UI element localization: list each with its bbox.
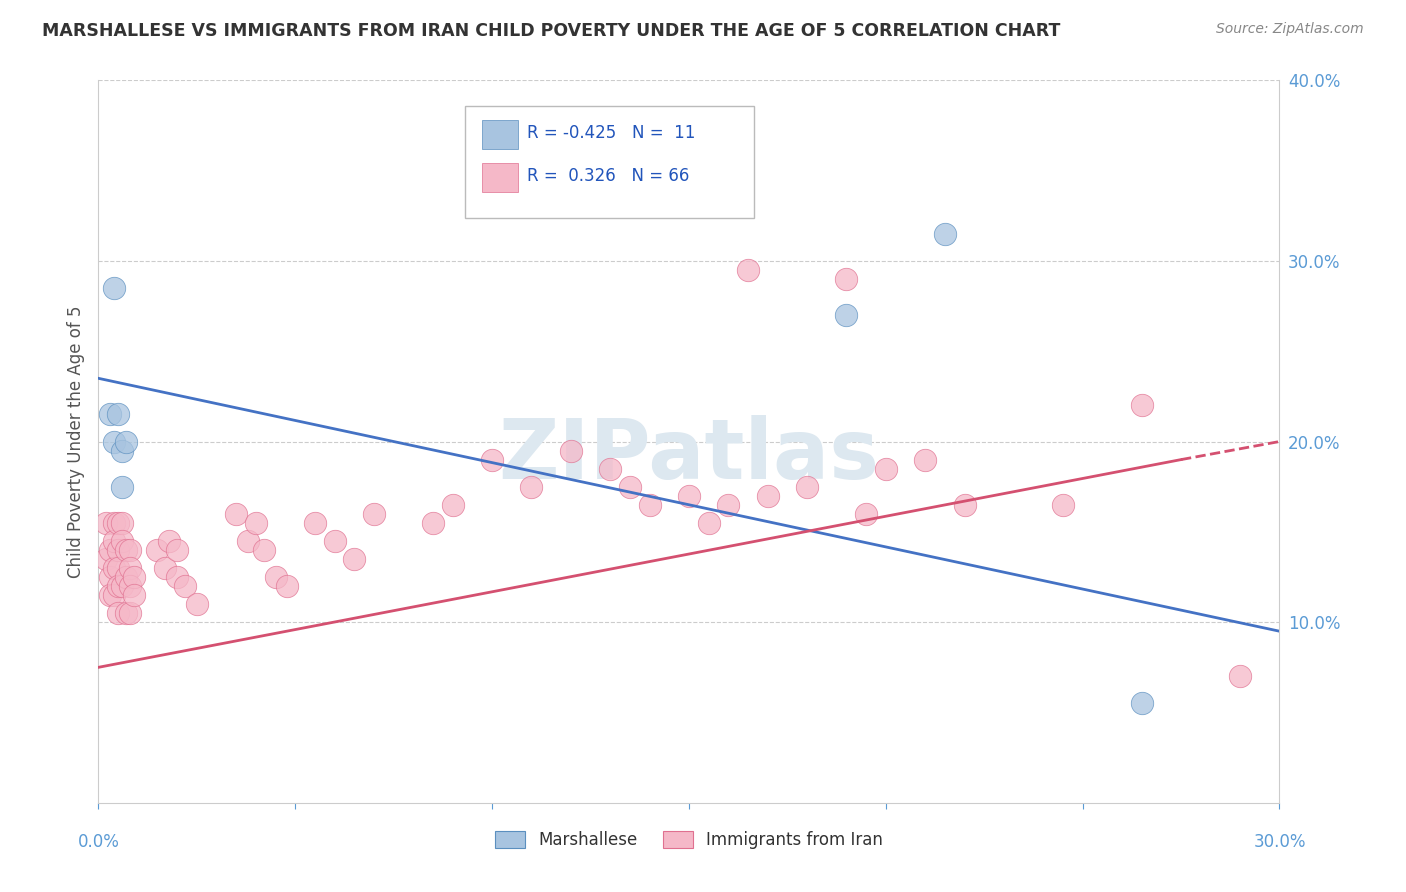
Point [103,434,125,449]
Bar [482,120,517,149]
Text: R = -0.425   N =  11: R = -0.425 N = 11 [527,124,696,142]
Y-axis label: Child Poverty Under the Age of 5: Child Poverty Under the Age of 5 [66,305,84,578]
Text: ZIPatlas: ZIPatlas [499,416,879,497]
Point [796,480,818,494]
Point [619,480,641,494]
Legend: Marshallese, Immigrants from Iran: Marshallese, Immigrants from Iran [488,824,890,856]
FancyBboxPatch shape [464,105,754,218]
Point [107,542,129,557]
Point [115,606,138,620]
Point [304,516,326,530]
Point [98,570,121,584]
Point [756,489,779,503]
Point [253,542,276,557]
Point [98,542,121,557]
Point [122,570,145,584]
Text: MARSHALLESE VS IMMIGRANTS FROM IRAN CHILD POVERTY UNDER THE AGE OF 5 CORRELATION: MARSHALLESE VS IMMIGRANTS FROM IRAN CHIL… [42,22,1060,40]
Point [599,461,621,475]
Point [107,561,129,575]
Point [98,588,121,602]
Point [103,533,125,548]
Point [953,498,976,512]
Point [481,452,503,467]
Point [96,552,118,566]
Point [855,507,877,521]
Point [914,452,936,467]
Point [1229,669,1251,683]
Point [678,489,700,503]
Text: 30.0%: 30.0% [1253,833,1306,851]
Point [96,516,118,530]
Point [1130,398,1153,412]
Point [111,516,134,530]
Point [934,227,956,241]
Point [225,507,247,521]
Point [1052,498,1074,512]
Point [107,579,129,593]
Point [118,542,141,557]
Point [111,533,134,548]
Point [146,542,169,557]
Point [174,579,197,593]
Point [560,443,582,458]
Point [520,480,543,494]
Point [835,272,858,286]
Point [276,579,298,593]
Point [118,606,141,620]
Point [166,542,188,557]
Point [638,498,661,512]
Point [103,588,125,602]
Point [115,542,138,557]
Point [343,552,366,566]
Point [245,516,267,530]
Point [111,480,134,494]
Point [98,408,121,422]
Point [107,516,129,530]
Point [118,561,141,575]
Point [697,516,720,530]
Point [323,533,346,548]
Text: Source: ZipAtlas.com: Source: ZipAtlas.com [1216,22,1364,37]
Point [835,308,858,322]
Point [111,443,134,458]
Point [737,263,759,277]
Point [157,533,180,548]
Text: R =  0.326   N = 66: R = 0.326 N = 66 [527,168,689,186]
Point [717,498,740,512]
Bar [482,163,517,193]
Point [111,579,134,593]
Point [186,597,208,611]
Point [122,588,145,602]
Point [441,498,464,512]
Point [579,154,602,169]
Point [166,570,188,584]
Point [103,561,125,575]
Point [107,606,129,620]
Point [264,570,287,584]
Point [115,434,138,449]
Point [103,516,125,530]
Text: 0.0%: 0.0% [77,833,120,851]
Point [115,570,138,584]
Point [236,533,259,548]
Point [875,461,897,475]
Point [103,281,125,295]
Point [363,507,385,521]
Point [118,579,141,593]
Point [1130,697,1153,711]
Point [107,408,129,422]
Point [422,516,444,530]
Point [155,561,177,575]
